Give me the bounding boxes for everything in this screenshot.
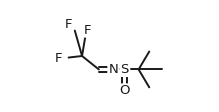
Text: O: O xyxy=(119,84,130,97)
Text: S: S xyxy=(120,63,129,76)
Text: N: N xyxy=(109,63,118,76)
Text: F: F xyxy=(84,24,91,37)
Text: F: F xyxy=(65,18,72,31)
Text: F: F xyxy=(54,52,62,65)
